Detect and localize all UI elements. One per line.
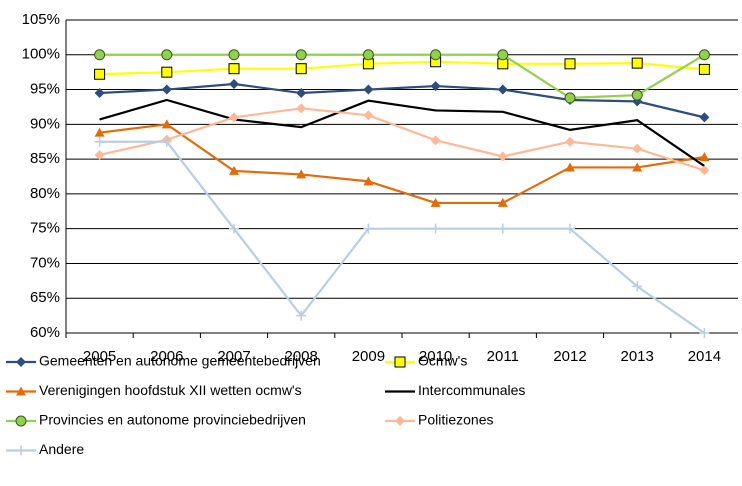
series-line [99, 53, 705, 100]
y-tick-label: 65% [30, 289, 60, 306]
x-tick-label: 2013 [621, 348, 654, 365]
data-point [363, 176, 374, 186]
x-tick-label: 2005 [83, 348, 116, 365]
data-point [362, 58, 374, 70]
data-point [565, 162, 575, 172]
x-tick-label: 2011 [487, 348, 519, 365]
x-tick-label: 2009 [352, 348, 385, 365]
y-tick-label: 80% [30, 185, 60, 202]
data-point [632, 143, 643, 154]
data-point [565, 223, 575, 234]
data-point [295, 49, 307, 61]
data-point [497, 49, 509, 61]
data-point [564, 58, 576, 70]
data-point [229, 78, 239, 89]
y-tick-label: 60% [30, 324, 60, 341]
data-point [94, 49, 106, 61]
legend-label: Ocmw's [418, 353, 467, 369]
series-line [99, 123, 705, 205]
series-line [99, 98, 706, 167]
x-tick-label: 2010 [419, 348, 452, 365]
legend-label: Provincies en autonome provinciebedrijve… [39, 412, 306, 428]
data-point [296, 310, 307, 321]
series-line [99, 82, 705, 119]
data-point [94, 88, 105, 99]
data-point [161, 66, 173, 78]
legend-label: Intercommunales [418, 382, 525, 398]
data-point [698, 49, 710, 61]
data-point [295, 63, 307, 75]
x-tick-label: 2014 [688, 348, 721, 365]
data-point [497, 151, 508, 162]
legend-label: Verenigingen hoofdstuk XII wetten ocmw's [39, 382, 302, 398]
data-point [296, 103, 307, 114]
data-point [161, 49, 173, 61]
y-tick-label: 70% [30, 254, 60, 271]
data-point [699, 165, 710, 176]
data-point [296, 169, 307, 179]
legend-label: Andere [39, 441, 84, 457]
data-point [228, 63, 240, 75]
data-point [564, 92, 576, 104]
data-point [363, 223, 374, 234]
data-point [699, 152, 710, 162]
data-point [699, 328, 710, 338]
data-point [632, 162, 643, 172]
legend-label: Politiezones [418, 412, 494, 428]
data-point [94, 149, 105, 160]
y-tick-label: 75% [30, 220, 60, 237]
data-point [497, 223, 508, 234]
data-point [296, 88, 307, 99]
legend-marker [16, 445, 26, 456]
data-point [430, 223, 441, 234]
data-point [161, 84, 172, 95]
data-point [430, 49, 442, 61]
data-point [229, 165, 239, 175]
data-point [362, 49, 374, 61]
data-point [699, 112, 710, 123]
data-point [698, 63, 710, 75]
data-point [363, 110, 374, 121]
x-tick-label: 2007 [217, 348, 250, 365]
x-tick-label: 2006 [150, 348, 183, 365]
data-point [161, 119, 172, 129]
x-tick-label: 2008 [285, 348, 318, 365]
data-point [228, 49, 240, 61]
y-tick-label: 105% [22, 11, 60, 28]
data-point [94, 127, 105, 137]
y-tick-label: 85% [30, 150, 60, 167]
data-point [565, 136, 575, 147]
legend-marker [395, 416, 405, 426]
y-tick-label: 95% [30, 81, 60, 98]
data-point [631, 89, 643, 101]
data-point [229, 223, 239, 234]
legend-marker [16, 386, 26, 396]
legend-marker [16, 357, 26, 367]
data-point [497, 197, 508, 207]
y-tick-label: 90% [30, 115, 60, 132]
data-point [94, 136, 105, 147]
x-tick-label: 2012 [553, 348, 586, 365]
legend-label: Gemeenten en autonome gemeentebedrijven [39, 353, 321, 369]
data-point [631, 57, 643, 69]
legend-marker [15, 415, 27, 427]
data-point [632, 281, 643, 292]
data-point [430, 135, 441, 146]
series-line [99, 60, 705, 76]
data-point [363, 84, 374, 95]
series-line [99, 107, 705, 172]
y-tick-label: 100% [22, 46, 60, 63]
data-point [430, 81, 441, 92]
legend-marker [394, 356, 406, 368]
data-point [430, 197, 441, 207]
data-point [94, 68, 106, 80]
data-point [497, 58, 509, 70]
series-line [99, 140, 706, 334]
data-point [161, 136, 172, 147]
data-point [229, 112, 239, 123]
data-point [497, 84, 508, 95]
